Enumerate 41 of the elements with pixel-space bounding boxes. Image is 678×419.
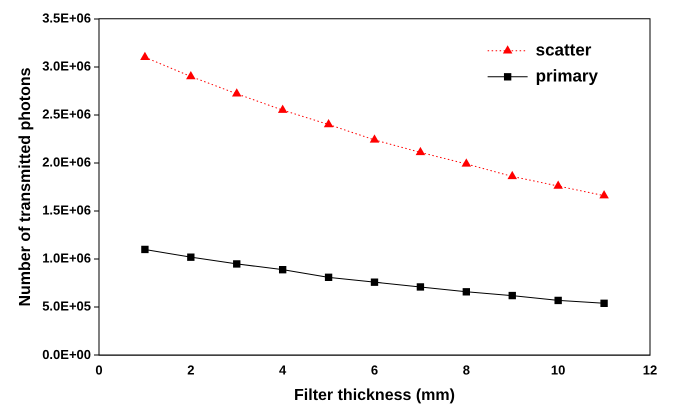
y-tick-label: 1.5E+06 [42, 202, 91, 218]
x-tick-label: 10 [550, 362, 566, 378]
x-tick-label: 0 [95, 362, 103, 378]
point [187, 253, 195, 261]
y-tick-label: 0.0E+00 [42, 346, 91, 362]
point [554, 296, 562, 304]
point [416, 283, 424, 291]
legend-label: scatter [536, 40, 592, 60]
y-tick-label: 3.5E+06 [42, 10, 91, 26]
point [600, 300, 608, 307]
x-tick-label: 8 [462, 362, 470, 378]
point [462, 158, 471, 167]
y-tick-label: 3.0E+06 [42, 58, 91, 74]
point [278, 105, 288, 113]
x-tick-label: 2 [187, 362, 194, 378]
x-tick-label: 4 [279, 362, 288, 378]
y-tick-label: 5.0E+05 [42, 298, 91, 314]
point [141, 246, 149, 254]
point [370, 278, 378, 286]
point [324, 274, 332, 282]
point [370, 134, 379, 143]
point [600, 190, 608, 198]
point [416, 147, 425, 156]
point [232, 88, 242, 97]
x-tick-label: 12 [642, 362, 658, 378]
y-axis-title: Number of transmitted photons [17, 67, 34, 307]
point [554, 181, 563, 189]
legend-label: primary [536, 66, 599, 86]
point [140, 52, 150, 60]
point [324, 120, 333, 128]
point [508, 292, 516, 300]
x-tick-label: 6 [370, 362, 378, 378]
y-tick-label: 2.0E+06 [42, 154, 91, 170]
y-tick-label: 2.5E+06 [42, 106, 91, 122]
point [186, 71, 196, 80]
y-tick-label: 1.0E+06 [42, 250, 91, 266]
point [462, 288, 470, 296]
point [278, 266, 286, 274]
point [508, 171, 517, 180]
x-axis-title: Filter thickness (mm) [294, 386, 455, 404]
point [233, 260, 240, 268]
